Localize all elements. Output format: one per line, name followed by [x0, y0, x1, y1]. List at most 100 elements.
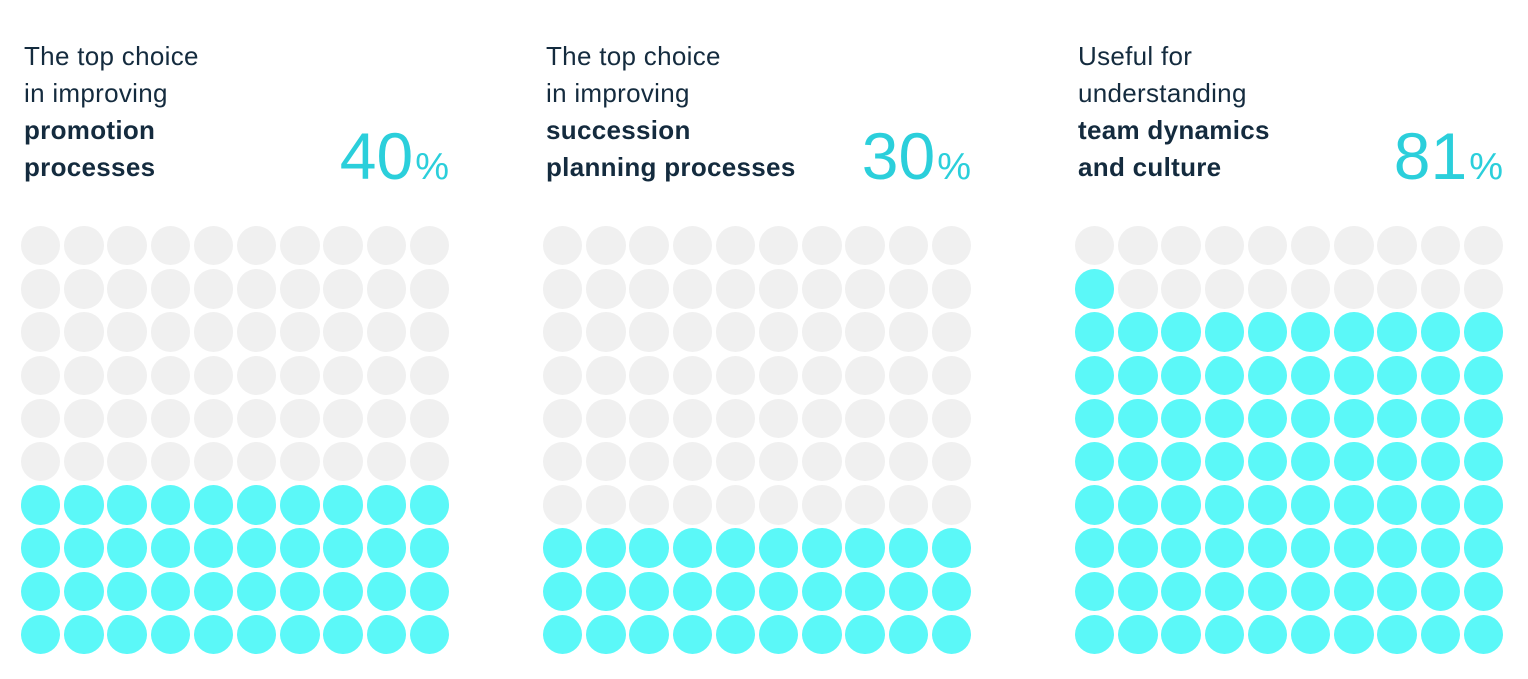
waffle-dot-empty: [366, 312, 406, 352]
waffle-dot-empty: [1075, 226, 1115, 266]
waffle-grid: [543, 226, 972, 655]
percent-symbol: %: [1469, 146, 1503, 189]
waffle-dot-filled: [758, 528, 799, 568]
waffle-dot-empty: [193, 312, 234, 352]
waffle-dot-filled: [1204, 571, 1244, 611]
waffle-dot-empty: [931, 355, 972, 395]
waffle-dot-filled: [931, 614, 972, 655]
waffle-dot-filled: [1075, 614, 1115, 655]
waffle-dot-empty: [236, 226, 277, 266]
waffle-dot-filled: [1377, 528, 1417, 568]
waffle-dot-empty: [1204, 226, 1244, 266]
waffle-dot-empty: [802, 441, 842, 482]
percent-number: 30: [861, 119, 936, 194]
waffle-dot-filled: [1334, 398, 1374, 439]
waffle-dot-empty: [802, 312, 842, 352]
waffle-dot-filled: [236, 614, 277, 655]
waffle-dot-filled: [236, 571, 277, 611]
waffle-dot-filled: [1463, 614, 1504, 655]
waffle-dot-filled: [1075, 269, 1115, 309]
waffle-dot-empty: [586, 312, 626, 352]
waffle-dot-empty: [715, 355, 756, 395]
waffle-dot-filled: [802, 571, 842, 611]
waffle-dot-empty: [236, 312, 277, 352]
waffle-dot-filled: [1463, 312, 1504, 352]
waffle-dot-filled: [1075, 571, 1115, 611]
waffle-dot-empty: [629, 398, 669, 439]
waffle-dot-empty: [758, 485, 799, 525]
waffle-dot-filled: [323, 571, 363, 611]
waffle-dot-filled: [715, 614, 756, 655]
waffle-dot-filled: [1290, 441, 1331, 482]
waffle-dot-filled: [64, 614, 104, 655]
waffle-dot-filled: [543, 528, 583, 568]
waffle-dot-empty: [1247, 226, 1288, 266]
heading-line: understanding: [1078, 78, 1247, 108]
waffle-dot-filled: [193, 614, 234, 655]
waffle-dot-filled: [1334, 441, 1374, 482]
waffle-dot-filled: [1377, 571, 1417, 611]
waffle-dot-filled: [21, 571, 61, 611]
waffle-dot-filled: [1420, 441, 1460, 482]
waffle-dot-filled: [758, 614, 799, 655]
percent-number: 81: [1393, 119, 1468, 194]
waffle-dot-empty: [236, 355, 277, 395]
waffle-dot-empty: [888, 312, 928, 352]
waffle-dot-empty: [845, 312, 885, 352]
waffle-dot-filled: [758, 571, 799, 611]
waffle-dot-filled: [64, 485, 104, 525]
waffle-dot-empty: [193, 441, 234, 482]
waffle-dot-empty: [64, 312, 104, 352]
waffle-dot-filled: [672, 528, 712, 568]
waffle-dot-filled: [280, 528, 320, 568]
waffle-dot-filled: [1075, 355, 1115, 395]
waffle-dot-empty: [409, 355, 450, 395]
waffle-dot-empty: [64, 269, 104, 309]
waffle-dot-filled: [150, 485, 190, 525]
panel-header: Useful for understanding team dynamics a…: [1075, 38, 1503, 189]
waffle-dot-empty: [150, 226, 190, 266]
waffle-dot-filled: [1463, 441, 1504, 482]
waffle-dot-filled: [1247, 571, 1288, 611]
waffle-dot-empty: [366, 355, 406, 395]
waffle-dot-empty: [931, 441, 972, 482]
waffle-dot-filled: [323, 614, 363, 655]
waffle-dot-filled: [21, 485, 61, 525]
waffle-dot-filled: [888, 614, 928, 655]
waffle-dot-filled: [236, 528, 277, 568]
panel-heading: The top choice in improving succession p…: [543, 38, 796, 186]
waffle-dot-empty: [543, 441, 583, 482]
waffle-dot-filled: [1118, 528, 1158, 568]
waffle-dot-empty: [931, 226, 972, 266]
waffle-dot-empty: [150, 355, 190, 395]
waffle-dot-empty: [672, 355, 712, 395]
waffle-dot-filled: [193, 571, 234, 611]
panel-promotion-processes: The top choice in improving promotion pr…: [21, 38, 450, 655]
heading-line-bold: team dynamics: [1078, 115, 1270, 145]
waffle-dot-filled: [1204, 614, 1244, 655]
waffle-dot-filled: [1290, 355, 1331, 395]
waffle-dot-filled: [629, 528, 669, 568]
waffle-dot-filled: [64, 528, 104, 568]
waffle-dot-filled: [1247, 485, 1288, 525]
waffle-dot-filled: [21, 528, 61, 568]
waffle-dot-empty: [672, 398, 712, 439]
waffle-dot-empty: [888, 226, 928, 266]
waffle-dot-empty: [21, 398, 61, 439]
waffle-dot-filled: [193, 528, 234, 568]
waffle-dot-filled: [1204, 312, 1244, 352]
waffle-dot-filled: [1463, 398, 1504, 439]
waffle-dot-filled: [1118, 485, 1158, 525]
waffle-dot-empty: [193, 398, 234, 439]
waffle-dot-empty: [758, 226, 799, 266]
waffle-dot-empty: [150, 398, 190, 439]
waffle-dot-filled: [1118, 571, 1158, 611]
waffle-dot-empty: [280, 269, 320, 309]
waffle-dot-empty: [323, 355, 363, 395]
waffle-dot-empty: [586, 269, 626, 309]
waffle-dot-empty: [715, 441, 756, 482]
waffle-dot-empty: [1118, 269, 1158, 309]
waffle-dot-empty: [409, 226, 450, 266]
waffle-dot-empty: [409, 312, 450, 352]
waffle-dot-empty: [236, 269, 277, 309]
